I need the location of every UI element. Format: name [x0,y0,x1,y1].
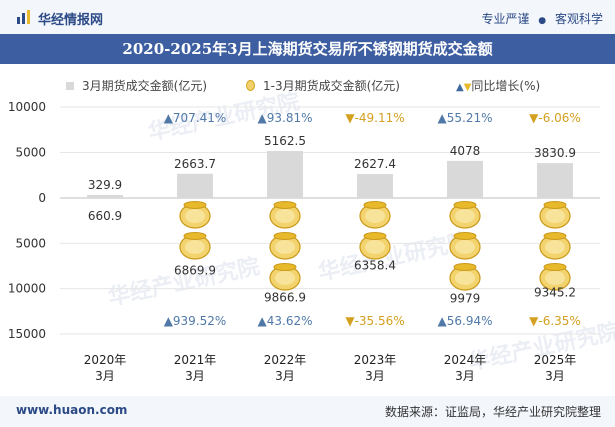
brand-name: 华经情报网 [38,13,104,28]
value-monthly-3: 2627.4 [354,157,396,171]
value-cumulative-0: 660.9 [88,209,122,223]
legend-monthly-swatch [66,82,74,90]
y-tick-label-0: 10000 [8,100,46,114]
y-tick-label-1: 5000 [15,146,46,160]
y-tick-label-3: 5000 [15,236,46,250]
legend-yoy: ▲▼同比增长(%) [456,77,540,94]
bar-monthly-0 [87,194,123,198]
coin-icon-2-0 [269,201,301,229]
yoy-monthly-4: ▲55.21% [438,111,493,125]
legend-cumulative: 1-3月期货成交金额(亿元) [246,77,400,94]
coin-icon-2-2 [269,263,301,291]
coin-icon-5-1 [539,232,571,260]
y-tick-label-5: 15000 [8,327,46,341]
x-label-month-5: 3月 [545,369,565,383]
x-label-month-3: 3月 [365,369,385,383]
x-label-year-4: 2024年 [444,353,487,367]
y-tick-label-2: 0 [38,191,46,205]
tagline-dot-icon: ● [538,16,547,26]
coin-icon-4-2 [449,263,481,291]
value-cumulative-2: 9866.9 [264,290,306,304]
value-monthly-0: 329.9 [88,178,122,192]
coin-icon-4-0 [449,201,481,229]
x-label-year-0: 2020年 [84,353,127,367]
yoy-monthly-3: ▼-49.11% [345,111,404,125]
coin-icon-3-1 [359,232,391,260]
bar-monthly-3 [357,174,393,198]
yoy-monthly-1: ▲707.41% [164,111,227,125]
legend-down-icon: ▼ [463,82,472,93]
yoy-cumulative-1: ▲939.52% [164,314,227,328]
value-cumulative-5: 9345.2 [534,286,576,300]
value-monthly-5: 3830.9 [534,146,576,160]
top-bar [0,0,615,34]
y-tick-label-4: 10000 [8,282,46,296]
yoy-monthly-5: ▼-6.06% [529,111,581,125]
legend-yoy-label: 同比增长(%) [471,79,541,93]
x-label-year-5: 2025年 [534,353,577,367]
footer-source: 数据来源：证监局，华经产业研究院整理 [384,405,601,419]
footer-bar [0,396,615,427]
coin-icon-2-1 [269,232,301,260]
legend-monthly: 3月期货成交金额(亿元) [66,77,207,94]
value-cumulative-4: 9979 [450,291,481,305]
value-monthly-2: 5162.5 [264,134,306,148]
footer-website: www.huaon.com [16,403,128,417]
coin-icon-4-1 [449,232,481,260]
tagline: 专业严谨 ● 客观科学 [481,10,603,27]
legend-up-icon: ▲ [456,82,464,93]
coin-icon-1-1 [179,232,211,260]
legend-coin-icon [246,80,255,91]
x-label-year-2: 2022年 [264,353,307,367]
value-monthly-1: 2663.7 [174,157,216,171]
value-cumulative-3: 6358.4 [354,259,396,273]
legend-cumulative-label: 1-3月期货成交金额(亿元) [263,79,400,93]
title-bar [0,34,615,64]
chart-title: 2020-2025年3月上海期货交易所不锈钢期货成交金额 [122,40,493,58]
tagline-right: 客观科学 [554,12,603,26]
watermark-1: 华经产业研究院 [316,228,472,285]
yoy-cumulative-5: ▼-6.35% [529,314,581,328]
coin-icon-5-2 [539,263,571,291]
value-cumulative-1: 6869.9 [174,263,216,277]
yoy-monthly-2: ▲93.81% [258,111,313,125]
bar-monthly-4 [447,160,483,198]
x-label-month-0: 3月 [95,369,115,383]
x-label-month-4: 3月 [455,369,475,383]
coin-icon-5-0 [539,201,571,229]
yoy-cumulative-2: ▲43.62% [258,314,313,328]
x-label-month-1: 3月 [185,369,205,383]
coin-icon-1-0 [179,201,211,229]
bar-monthly-2 [267,151,303,198]
x-label-year-3: 2023年 [354,353,397,367]
brand-logo-icon [17,10,30,24]
value-monthly-4: 4078 [450,144,481,158]
x-label-year-1: 2021年 [174,353,217,367]
tagline-left: 专业严谨 [481,12,530,26]
bar-monthly-1 [177,173,213,198]
coin-icon-3-0 [359,201,391,229]
yoy-cumulative-3: ▼-35.56% [345,314,404,328]
bar-monthly-5 [537,163,573,198]
x-label-month-2: 3月 [275,369,295,383]
watermark-2: 华经产业研究院 [106,253,262,310]
legend-monthly-label: 3月期货成交金额(亿元) [82,79,207,93]
yoy-cumulative-4: ▲56.94% [438,314,493,328]
